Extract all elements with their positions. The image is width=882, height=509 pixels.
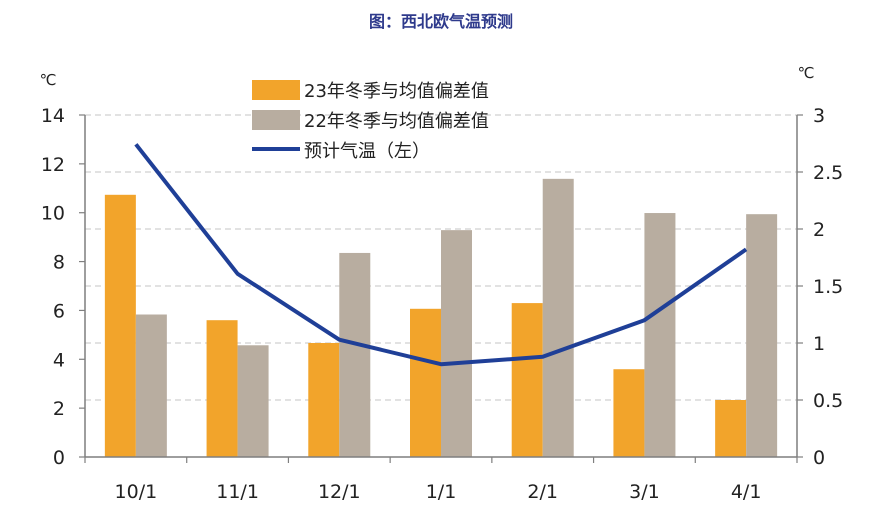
x-tick-label: 1/1: [426, 481, 457, 503]
legend-swatch-23: [252, 80, 300, 100]
bar-22-12-1: [339, 252, 371, 457]
bar-23-12-1: [308, 343, 340, 457]
x-tick-label: 11/1: [216, 481, 259, 503]
bar-22-11-1: [237, 345, 269, 457]
right-tick-label: 2.5: [813, 162, 843, 184]
bar-22-4-1: [746, 214, 778, 457]
bar-22-1-1: [441, 230, 472, 457]
left-tick-label: 14: [41, 105, 65, 127]
left-tick-label: 0: [53, 447, 65, 469]
left-tick-label: 8: [53, 252, 65, 274]
right-tick-label: 2: [813, 219, 825, 241]
left-tick-label: 12: [41, 154, 65, 176]
legend-swatch-22: [252, 110, 300, 130]
left-tick-label: 4: [53, 349, 65, 371]
x-tick-label: 4/1: [731, 481, 762, 503]
bar-22-10-1: [135, 314, 167, 457]
bar-23-4-1: [715, 400, 747, 457]
x-tick-label: 12/1: [318, 481, 361, 503]
bar-23-1-1: [410, 308, 441, 457]
forecast-line-layer: [134, 143, 748, 367]
left-tick-label: 10: [41, 203, 65, 225]
bars: [104, 178, 778, 458]
legend: 23年冬季与均值偏差值 22年冬季与均值偏差值 预计气温（左）: [252, 80, 489, 162]
right-tick-label: 0: [813, 447, 825, 469]
bar-22-3-1: [644, 213, 676, 457]
left-axis-ticks: 0 2 4 6 8 10 12 14: [41, 105, 65, 469]
chart-title: 图：西北欧气温预测: [369, 12, 513, 31]
bar-23-2-1: [511, 303, 543, 457]
right-axis-unit: ℃: [798, 64, 815, 82]
bar-22-2-1: [542, 178, 574, 457]
bar-23-3-1: [613, 369, 645, 457]
left-tick-label: 2: [53, 398, 65, 420]
left-axis-unit: ℃: [40, 71, 57, 89]
right-tick-label: 0.5: [813, 390, 843, 412]
bar-23-11-1: [206, 320, 238, 457]
right-tick-label: 1: [813, 333, 825, 355]
legend-label-23: 23年冬季与均值偏差值: [304, 81, 489, 102]
x-axis-ticks: 10/1 11/1 12/1 1/1 2/1 3/1 4/1: [115, 481, 762, 503]
forecast-line: [134, 143, 748, 367]
right-tick-label: 3: [813, 105, 825, 127]
x-tick-label: 3/1: [629, 481, 660, 503]
axes: [79, 114, 803, 463]
x-tick-label: 10/1: [115, 481, 158, 503]
x-tick-label: 2/1: [527, 481, 558, 503]
left-tick-label: 6: [53, 300, 65, 322]
bar-23-10-1: [104, 194, 136, 458]
right-tick-label: 1.5: [813, 276, 843, 298]
legend-label-22: 22年冬季与均值偏差值: [304, 111, 489, 132]
legend-label-line: 预计气温（左）: [304, 141, 430, 162]
right-axis-ticks: 0 0.5 1 1.5 2 2.5 3: [813, 105, 843, 469]
